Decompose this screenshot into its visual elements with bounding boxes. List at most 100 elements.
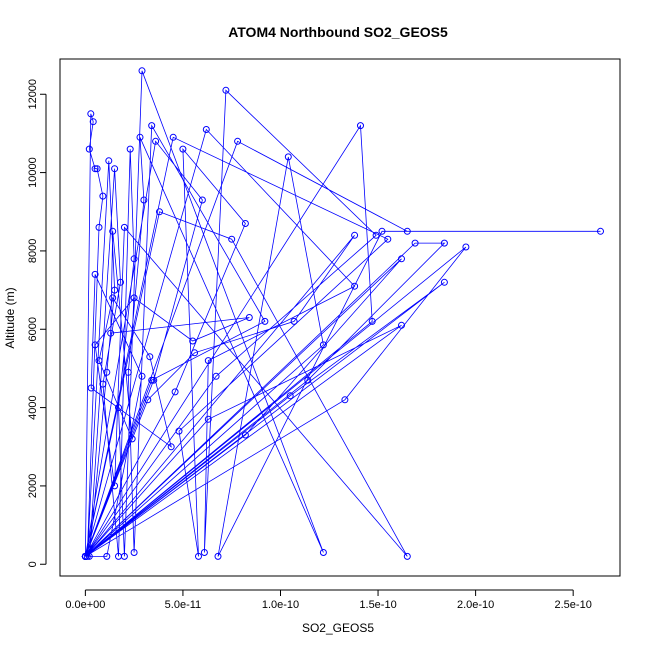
data-point — [99, 192, 107, 200]
data-point — [130, 294, 138, 302]
data-point — [111, 165, 119, 173]
data-point — [85, 145, 93, 153]
data-point — [341, 396, 349, 404]
data-point — [212, 372, 220, 380]
data-point — [138, 372, 146, 380]
data-point — [378, 227, 386, 235]
data-point — [169, 133, 177, 141]
plot-area — [59, 58, 621, 577]
data-point — [411, 239, 419, 247]
data-point — [403, 227, 411, 235]
x-tick-label: 2.0e-10 — [457, 599, 494, 611]
x-tick-label: 5.0e-11 — [165, 599, 202, 611]
data-point — [85, 552, 93, 560]
data-point — [319, 549, 327, 556]
data-point — [175, 427, 183, 435]
series-layer — [81, 67, 604, 560]
data-point — [91, 270, 99, 278]
data-point — [146, 353, 154, 361]
data-point — [117, 278, 124, 286]
data-point — [124, 368, 132, 376]
x-tick-label: 2.5e-10 — [555, 599, 592, 611]
data-point — [241, 220, 249, 227]
data-point — [128, 435, 136, 443]
x-axis-label: SO2_GEOS5 — [302, 621, 374, 635]
data-point — [179, 145, 187, 153]
data-point — [140, 196, 148, 204]
data-point — [191, 349, 199, 357]
data-point — [93, 165, 101, 173]
data-point — [111, 286, 119, 294]
data-point — [372, 231, 380, 239]
y-tick-label: 10000 — [27, 157, 39, 188]
data-point — [120, 552, 128, 560]
y-axis: 0 2000 4000 6000 8000 10000 12000 — [27, 79, 47, 567]
y-tick-label: 0 — [27, 561, 39, 567]
data-point — [440, 239, 448, 247]
data-point — [290, 317, 298, 325]
data-point — [103, 552, 111, 560]
data-point — [284, 153, 292, 161]
data-point — [107, 329, 115, 337]
data-point — [109, 294, 117, 302]
data-point — [204, 415, 212, 423]
data-point — [241, 431, 249, 439]
data-point — [357, 122, 364, 130]
data-point — [214, 552, 222, 560]
data-point — [319, 341, 327, 349]
y-tick-label: 4000 — [27, 395, 39, 419]
data-point — [245, 314, 253, 321]
data-point — [115, 404, 122, 412]
data-point — [398, 321, 405, 329]
data-point — [462, 243, 470, 251]
data-point — [286, 392, 294, 400]
data-point — [87, 110, 95, 118]
data-point — [189, 337, 197, 345]
data-point — [440, 278, 448, 286]
data-point — [138, 67, 146, 75]
data-point — [171, 388, 179, 396]
y-tick-label: 2000 — [27, 474, 39, 498]
y-tick-label: 8000 — [27, 239, 39, 263]
data-point — [130, 549, 138, 556]
data-point — [228, 235, 236, 243]
data-point — [384, 235, 392, 243]
data-point — [222, 86, 230, 94]
data-point — [202, 126, 210, 133]
data-point — [167, 443, 175, 451]
y-tick-label: 12000 — [27, 79, 39, 110]
data-point — [200, 549, 208, 556]
data-point — [351, 282, 359, 290]
data-point — [156, 208, 163, 216]
y-tick-label: 6000 — [27, 317, 39, 341]
data-point — [152, 137, 160, 145]
data-point — [109, 227, 117, 235]
data-point — [150, 376, 158, 384]
data-point — [91, 341, 99, 349]
data-point — [95, 223, 103, 231]
data-point — [130, 255, 138, 263]
data-point — [304, 376, 312, 384]
data-point — [91, 165, 99, 173]
data-point — [403, 552, 411, 560]
x-tick-label: 1.5e-10 — [359, 599, 396, 611]
data-point — [351, 231, 359, 239]
data-point — [105, 157, 113, 165]
data-point — [195, 552, 202, 560]
chart-title: ATOM4 Northbound SO2_GEOS5 — [228, 24, 448, 40]
x-axis: 0.0e+00 5.0e-11 1.0e-10 1.5e-10 2.0e-10 2.5e-… — [65, 589, 592, 611]
x-tick-label: 1.0e-10 — [262, 599, 299, 611]
data-point — [83, 552, 91, 560]
data-point — [99, 380, 107, 388]
data-point — [368, 317, 376, 325]
data-point — [597, 227, 604, 235]
data-point — [87, 384, 95, 392]
series-line — [85, 70, 601, 557]
data-point — [144, 396, 152, 404]
data-point — [148, 376, 156, 384]
x-tick-label: 0.0e+00 — [65, 599, 105, 611]
data-point — [103, 368, 111, 376]
data-point — [111, 482, 119, 490]
data-point — [148, 122, 156, 130]
